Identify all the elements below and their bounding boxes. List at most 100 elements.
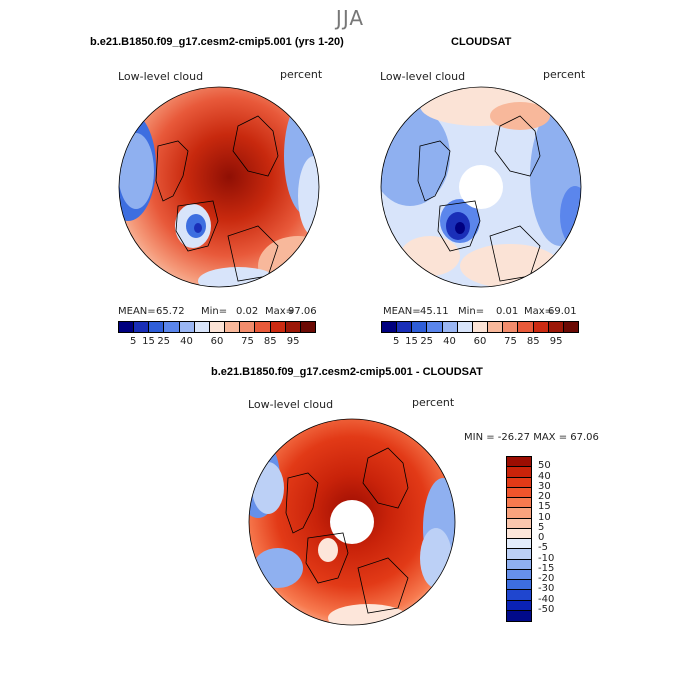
colorbar-tick-label: -5 [538, 542, 548, 554]
colorbar-swatch [507, 477, 531, 488]
colorbar-swatch [507, 508, 531, 519]
panel1-units-label: percent [280, 68, 323, 81]
colorbar-tick-label: 85 [526, 336, 540, 347]
colorbar-tick-label: -40 [538, 593, 555, 605]
colorbar-swatch [507, 600, 531, 611]
colorbar-swatch [240, 322, 256, 332]
colorbar-tick-label: 15 [538, 501, 551, 513]
colorbar-swatch [270, 322, 286, 332]
colorbar-swatch [412, 322, 428, 332]
panel3-variable-label: Low-level cloud [248, 398, 334, 411]
colorbar-swatch [533, 322, 549, 332]
colorbar-tick-label: 5 [130, 336, 137, 347]
colorbar-tick-label: 5 [393, 336, 400, 347]
colorbar-swatch [503, 322, 519, 332]
colorbar-swatch [507, 590, 531, 601]
panel2-units-label: percent [543, 68, 586, 81]
panel1-polar-map [118, 86, 320, 288]
colorbar-swatch [507, 518, 531, 529]
colorbar-swatch [472, 322, 489, 332]
colorbar-swatch [382, 322, 398, 332]
figure-title: JJA [335, 6, 365, 30]
colorbar-tick-label: 40 [443, 336, 456, 347]
colorbar-swatch [507, 539, 531, 550]
panel3-polar-map [248, 418, 456, 626]
panel2-colorbar [381, 321, 579, 333]
panel2-mean-label: MEAN= [383, 306, 421, 317]
colorbar-swatch [300, 322, 316, 332]
colorbar-swatch [209, 322, 226, 332]
colorbar-swatch [488, 322, 504, 332]
colorbar-tick-label: 30 [538, 480, 551, 492]
panel1-header: b.e21.B1850.f09_g17.cesm2-cmip5.001 (yrs… [90, 36, 344, 48]
colorbar-swatch [255, 322, 271, 332]
colorbar-tick-label: -50 [538, 603, 555, 615]
colorbar-swatch [397, 322, 413, 332]
colorbar-tick-label: 15 [405, 336, 418, 347]
panel2-header: CLOUDSAT [451, 36, 512, 48]
panel2-max-value: 69.01 [548, 306, 577, 317]
colorbar-tick-label: 10 [538, 511, 551, 523]
colorbar-tick-label: 75 [241, 336, 254, 347]
panel1-variable-label: Low-level cloud [118, 70, 204, 83]
colorbar-tick-label: 5 [538, 521, 545, 533]
colorbar-tick-label: 85 [263, 336, 277, 347]
panel1-min-value: 0.02 [236, 306, 259, 317]
colorbar-tick-label: 0 [538, 532, 545, 543]
colorbar-swatch [507, 580, 531, 591]
colorbar-tick-label: -20 [538, 573, 555, 584]
colorbar-swatch [507, 498, 531, 509]
colorbar-swatch [442, 322, 458, 332]
panel1-mean-value: 65.72 [156, 306, 185, 317]
colorbar-swatch [285, 322, 301, 332]
panel1-max-value: 97.06 [288, 306, 317, 317]
colorbar-swatch [225, 322, 241, 332]
panel2-variable-label: Low-level cloud [380, 70, 466, 83]
colorbar-tick-label: 60 [473, 336, 487, 347]
colorbar-tick-label: 40 [180, 336, 193, 347]
colorbar-swatch [179, 322, 195, 332]
colorbar-tick-label: 95 [286, 336, 300, 347]
panel2-polar-map [380, 86, 582, 288]
colorbar-tick-label: 25 [420, 336, 434, 347]
colorbar-tick-label: -30 [538, 583, 555, 595]
colorbar-swatch [164, 322, 180, 332]
colorbar-swatch [507, 549, 531, 560]
panel2-max-label: Max= [524, 306, 554, 317]
colorbar-tick-label: 25 [157, 336, 171, 347]
panel3-minmax: MIN = -26.27 MAX = 67.06 [464, 432, 599, 443]
colorbar-swatch [507, 569, 531, 580]
colorbar-swatch [507, 610, 531, 621]
panel2-mean-value: 45.11 [420, 306, 449, 317]
colorbar-swatch [149, 322, 165, 332]
colorbar-swatch [134, 322, 150, 332]
colorbar-swatch [507, 467, 531, 478]
colorbar-tick-label: -15 [538, 562, 555, 574]
panel3-colorbar [506, 456, 532, 622]
colorbar-swatch [194, 322, 210, 332]
colorbar-tick-label: 50 [538, 460, 551, 472]
panel3-header: b.e21.B1850.f09_g17.cesm2-cmip5.001 - CL… [211, 366, 483, 378]
colorbar-swatch [507, 528, 531, 539]
colorbar-tick-label: 15 [142, 336, 155, 347]
colorbar-tick-label: 60 [210, 336, 224, 347]
colorbar-swatch [518, 322, 534, 332]
colorbar-swatch [507, 457, 531, 468]
colorbar-swatch [427, 322, 443, 332]
colorbar-swatch [507, 487, 531, 498]
panel3-units-label: percent [412, 396, 455, 409]
colorbar-tick-label: 40 [538, 470, 551, 482]
colorbar-swatch [507, 559, 531, 570]
panel1-colorbar [118, 321, 316, 333]
colorbar-swatch [548, 322, 564, 332]
panel2-min-value: 0.01 [496, 306, 519, 317]
panel1-max-label: Max= [265, 306, 295, 317]
colorbar-tick-label: 75 [504, 336, 517, 347]
colorbar-tick-label: -10 [538, 552, 555, 564]
colorbar-tick-label: 95 [549, 336, 563, 347]
colorbar-tick-label: 20 [538, 491, 551, 502]
panel2-min-label: Min= [458, 306, 485, 317]
panel1-mean-label: MEAN= [118, 306, 156, 317]
colorbar-swatch [119, 322, 135, 332]
colorbar-swatch [457, 322, 473, 332]
